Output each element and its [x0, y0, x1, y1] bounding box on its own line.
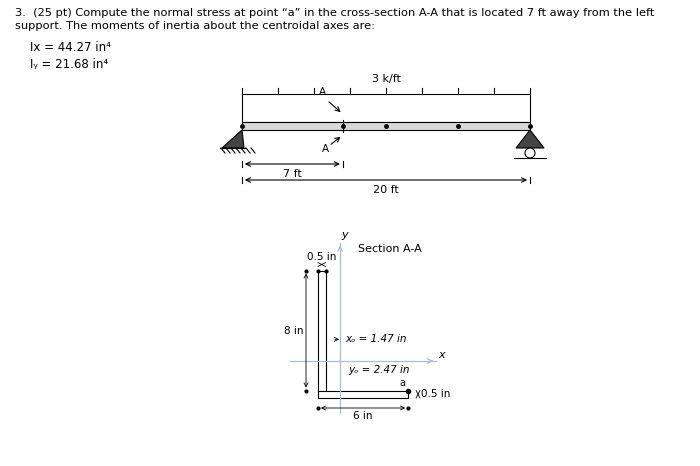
Bar — [318, 270, 326, 391]
Text: yₒ = 2.47 in: yₒ = 2.47 in — [348, 365, 409, 375]
Text: Section A-A: Section A-A — [358, 245, 422, 254]
Text: xₒ = 1.47 in: xₒ = 1.47 in — [345, 334, 407, 344]
Polygon shape — [516, 130, 544, 148]
Text: 0.5 in: 0.5 in — [421, 389, 450, 399]
Bar — [242, 94, 530, 122]
Text: 3 k/ft: 3 k/ft — [372, 74, 400, 84]
Bar — [242, 122, 530, 130]
Circle shape — [525, 148, 535, 158]
Text: a: a — [399, 377, 405, 388]
Text: Iᵧ = 21.68 in⁴: Iᵧ = 21.68 in⁴ — [30, 58, 108, 71]
Bar — [318, 391, 408, 398]
Polygon shape — [222, 130, 244, 148]
Text: Ix = 44.27 in⁴: Ix = 44.27 in⁴ — [30, 41, 111, 54]
Text: support. The moments of inertia about the centroidal axes are:: support. The moments of inertia about th… — [15, 21, 375, 31]
Text: x: x — [438, 350, 444, 360]
Text: 3.  (25 pt) Compute the normal stress at point “a” in the cross-section A-A that: 3. (25 pt) Compute the normal stress at … — [15, 8, 655, 18]
Text: 6 in: 6 in — [354, 411, 372, 421]
Text: 20 ft: 20 ft — [373, 185, 399, 195]
Text: 0.5 in: 0.5 in — [307, 253, 337, 262]
Text: 8 in: 8 in — [284, 325, 304, 336]
Text: y: y — [341, 231, 348, 240]
Text: A: A — [322, 144, 330, 154]
Text: A: A — [319, 87, 326, 97]
Text: 7 ft: 7 ft — [283, 169, 302, 179]
